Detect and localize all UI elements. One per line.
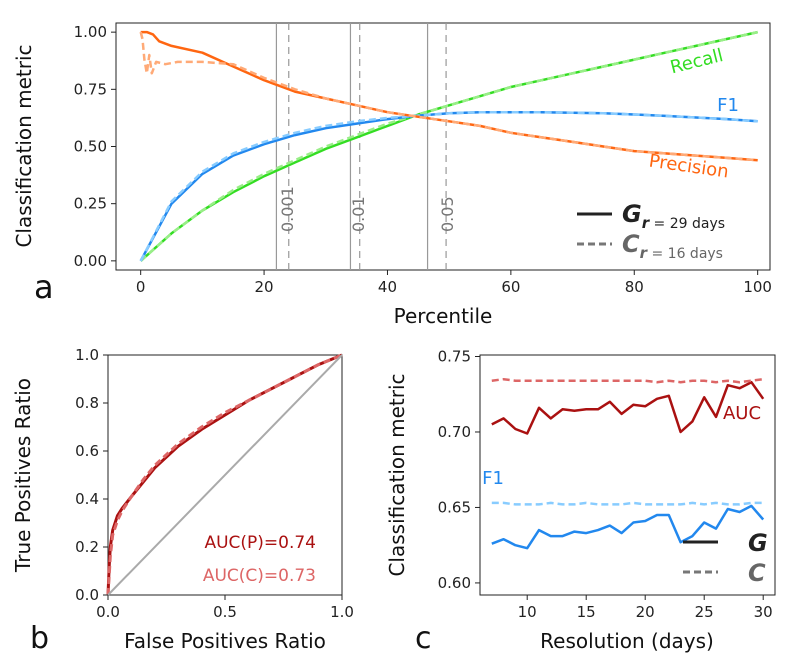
panel-c-xtick-label: 30 xyxy=(754,603,773,621)
panel-b-ytick-label: 0.6 xyxy=(75,442,99,460)
series-f1-g xyxy=(491,504,765,550)
panel-a-x-ticks: 0 20 40 60 80 100 xyxy=(136,270,772,296)
panel-b-ylabel: True Positives Ratio xyxy=(11,378,35,573)
panel-a-xlabel: Percentile xyxy=(394,304,493,328)
panel-c-ytick-label: 0.70 xyxy=(438,423,471,441)
series-f1-c xyxy=(139,110,758,262)
panel-c-ytick-label: 0.65 xyxy=(438,498,471,516)
panel-c-f1-label: F1 xyxy=(482,468,504,489)
panel-a-threshold-lines xyxy=(275,23,447,270)
panel-b-ytick-label: 1.0 xyxy=(75,346,99,364)
panel-a-label: a xyxy=(34,268,54,306)
legend-c-g: G xyxy=(748,529,768,557)
panel-b-ytick-label: 0.2 xyxy=(75,538,99,556)
panel-c-series xyxy=(491,377,765,550)
panel-c-ytick-label: 0.60 xyxy=(438,574,471,592)
series-recall-c xyxy=(139,30,758,262)
series-auc-c xyxy=(491,377,764,384)
panel-a-ytick-label: 0.25 xyxy=(74,195,107,213)
panel-b-xtick-label: 1.0 xyxy=(330,603,354,621)
panel-a-ytick-label: 1.00 xyxy=(74,23,107,41)
threshold-label-2: 0.05 xyxy=(438,196,457,232)
legend-a-g-sub: r xyxy=(642,214,651,232)
series-f1-c xyxy=(491,501,764,506)
panel-b: 0.0 0.5 1.0 0.0 0.2 0.4 0.6 0.8 1.0 False Posit… xyxy=(11,346,354,656)
panel-a-series xyxy=(139,30,758,262)
f1-curve-label: F1 xyxy=(717,95,739,116)
panel-b-xlabel: False Positives Ratio xyxy=(124,629,326,653)
threshold-label-0: 0.001 xyxy=(278,186,297,232)
series-precision-c xyxy=(139,31,758,162)
panel-a: 0 20 40 60 80 100 0.00 0.25 0.50 0.75 1.00 Percen… xyxy=(12,22,772,328)
series-f1 xyxy=(139,110,758,262)
panel-c-auc-label: AUC xyxy=(723,403,761,424)
legend-a-g: Gr = 29 days xyxy=(622,200,725,232)
panel-c-x-ticks: 10 15 20 25 30 xyxy=(518,595,773,621)
panel-b-y-ticks: 0.0 0.2 0.4 0.6 0.8 1.0 xyxy=(75,346,108,604)
legend-a-c: Cr = 16 days xyxy=(622,230,723,262)
legend-a-c-text: = 16 days xyxy=(647,246,723,262)
auc-c-annotation: AUC(C)=0.73 xyxy=(203,566,316,586)
panel-c-xtick-label: 10 xyxy=(518,603,537,621)
panel-b-ytick-label: 0.0 xyxy=(75,586,99,604)
legend-a-g-text: = 29 days xyxy=(649,216,725,232)
panel-c-xtick-label: 15 xyxy=(577,603,596,621)
panel-c-xlabel: Resolution (days) xyxy=(540,629,714,653)
panel-c-frame xyxy=(479,354,776,596)
panel-a-xtick-label: 80 xyxy=(625,278,644,296)
panel-a-ytick-label: 0.75 xyxy=(74,80,107,98)
panel-a-ytick-label: 0.00 xyxy=(74,252,107,270)
panel-b-xtick-label: 0.5 xyxy=(213,603,237,621)
panel-a-ytick-label: 0.50 xyxy=(74,138,107,156)
panel-b-ytick-label: 0.4 xyxy=(75,490,99,508)
auc-p-annotation: AUC(P)=0.74 xyxy=(204,533,316,553)
panel-a-ylabel: Classification metric xyxy=(12,44,36,247)
panel-c: 10 15 20 25 30 0.60 0.65 0.70 0.75 Resolution (… xyxy=(385,348,776,656)
panel-c-xtick-label: 25 xyxy=(695,603,714,621)
panel-a-xtick-label: 0 xyxy=(136,278,146,296)
legend-a-c-symbol: C xyxy=(622,230,640,258)
legend-a-g-symbol: G xyxy=(622,200,642,228)
legend-a-c-sub: r xyxy=(640,244,649,262)
panel-a-xtick-label: 60 xyxy=(501,278,520,296)
panel-b-label: b xyxy=(30,621,49,656)
panel-b-xtick-label: 0.0 xyxy=(96,603,120,621)
panel-c-xtick-label: 20 xyxy=(636,603,655,621)
series-precision xyxy=(140,30,758,162)
panel-b-x-ticks: 0.0 0.5 1.0 xyxy=(96,595,354,621)
panel-c-y-ticks: 0.60 0.65 0.70 0.75 xyxy=(438,348,480,592)
precision-curve-label: Precision xyxy=(648,151,730,183)
series-chance xyxy=(107,354,343,596)
panel-a-xtick-label: 40 xyxy=(378,278,397,296)
panel-c-ytick-label: 0.75 xyxy=(438,348,471,366)
panel-c-ylabel: Classification metric xyxy=(385,373,409,576)
panel-b-ytick-label: 0.8 xyxy=(75,394,99,412)
panel-c-label: c xyxy=(415,621,432,656)
series-roc-c xyxy=(106,353,343,596)
panel-a-y-ticks: 0.00 0.25 0.50 0.75 1.00 xyxy=(74,23,116,270)
panel-b-series xyxy=(106,353,343,596)
panel-a-xtick-label: 100 xyxy=(743,278,772,296)
legend-c-c: C xyxy=(748,559,766,587)
threshold-label-1: 0.01 xyxy=(349,196,368,232)
series-auc-g xyxy=(491,380,765,435)
panel-a-xtick-label: 20 xyxy=(255,278,274,296)
